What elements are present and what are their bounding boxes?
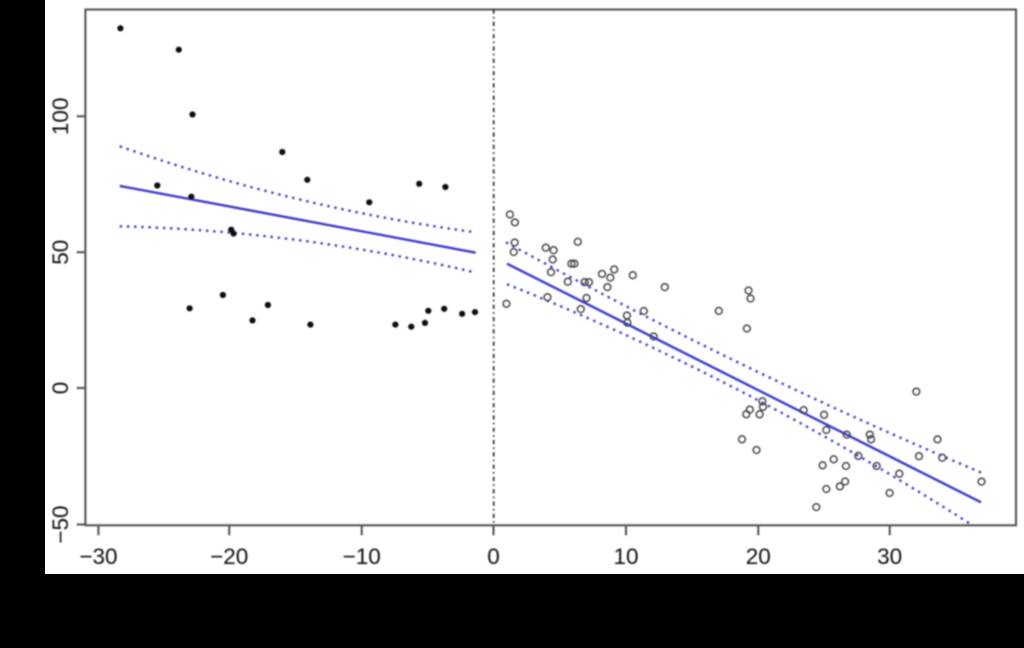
svg-text:−50: −50 bbox=[48, 505, 73, 543]
svg-text:100: 100 bbox=[48, 98, 73, 136]
svg-text:−20: −20 bbox=[210, 544, 248, 569]
svg-text:10: 10 bbox=[613, 544, 638, 569]
svg-text:−30: −30 bbox=[79, 544, 117, 569]
svg-text:−10: −10 bbox=[343, 544, 381, 569]
svg-text:0: 0 bbox=[48, 382, 73, 395]
svg-text:30: 30 bbox=[877, 544, 902, 569]
svg-text:20: 20 bbox=[746, 544, 771, 569]
svg-text:50: 50 bbox=[48, 240, 73, 265]
svg-text:0: 0 bbox=[487, 544, 500, 569]
